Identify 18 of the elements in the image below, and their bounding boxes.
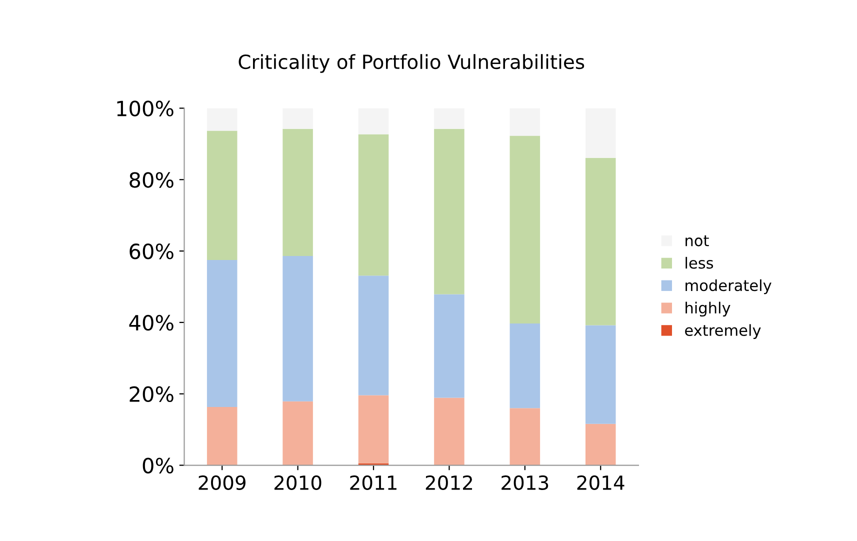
y-tick-label: 80%	[130, 172, 174, 188]
x-tick-label: 2010	[274, 475, 322, 490]
y-tick-label: 20%	[130, 386, 174, 402]
x-tick-label: 2014	[577, 475, 624, 490]
legend-label: highly	[686, 302, 730, 317]
x-tick-label: 2012	[426, 475, 472, 490]
x-tick-label: 2013	[502, 475, 548, 490]
x-tick-label: 2009	[198, 475, 246, 490]
y-tick-label: 60%	[130, 243, 174, 260]
y-tick-label: 100%	[117, 100, 174, 116]
legend-label: moderately	[686, 279, 772, 294]
x-tick-label: 2011	[350, 475, 396, 490]
y-tick-label: 0%	[142, 458, 174, 474]
legend-label: not	[686, 235, 709, 246]
y-tick-label: 40%	[129, 314, 174, 331]
legend-label: less	[686, 256, 714, 269]
chart-title: Criticality of Portfolio Vulnerabilities	[238, 54, 584, 73]
legend-label: extremely	[685, 324, 761, 339]
